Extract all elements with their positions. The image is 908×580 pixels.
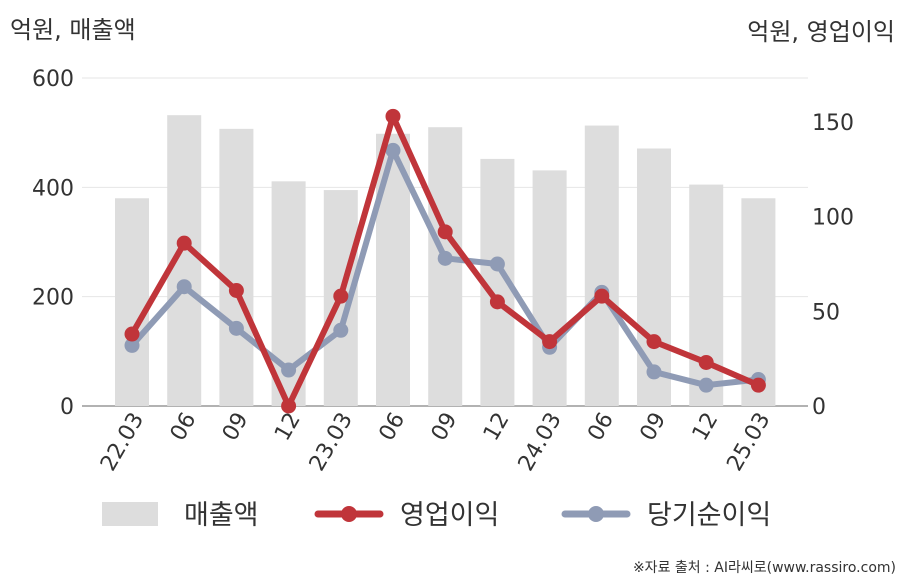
bar-6: [428, 127, 463, 406]
left-tick-1: 200: [32, 286, 74, 311]
right-axis-ticks: 0 50 100 150: [812, 111, 854, 420]
point-operating-9: [594, 288, 610, 304]
bar-0: [115, 198, 149, 406]
point-operating-3: [281, 398, 297, 414]
right-tick-0: 0: [812, 395, 826, 420]
point-operating-8: [542, 334, 558, 350]
point-operating-1: [176, 235, 192, 251]
x-tick-3: 12: [270, 409, 306, 446]
point-net-7: [489, 256, 505, 272]
point-operating-6: [437, 224, 453, 240]
lines: [124, 108, 766, 414]
x-tick-8: 24.03: [514, 409, 567, 476]
x-tick-1: 06: [166, 409, 202, 446]
point-operating-5: [385, 108, 401, 124]
x-tick-2: 09: [218, 409, 254, 446]
point-net-11: [698, 377, 714, 393]
point-operating-4: [333, 288, 349, 304]
bar-2: [219, 128, 254, 406]
x-tick-11: 12: [688, 409, 724, 446]
x-tick-10: 09: [636, 409, 672, 446]
left-axis-ticks: 0 200 400 600: [32, 67, 74, 420]
point-net-0: [124, 337, 140, 353]
left-tick-0: 0: [60, 395, 74, 420]
legend-label-sales: 매출액: [184, 500, 259, 531]
x-tick-4: 23.03: [305, 409, 358, 476]
left-axis-label: 억원, 매출액: [10, 16, 136, 44]
point-net-6: [437, 250, 453, 266]
right-tick-1: 50: [812, 300, 840, 325]
x-tick-9: 06: [583, 409, 619, 446]
point-net-10: [646, 364, 662, 380]
x-axis-ticks: 22.03 06 09 12 23.03 06 09 12 24.03 06 09 12 25.03: [96, 409, 776, 476]
legend-swatch-sales: [102, 502, 158, 526]
left-tick-3: 600: [32, 67, 74, 92]
source-note: ※자료 출처 : AI라씨로(www.rassiro.com): [633, 560, 896, 576]
bar-9: [584, 125, 619, 406]
x-tick-5: 06: [375, 409, 411, 446]
point-operating-7: [489, 294, 505, 310]
point-net-1: [176, 279, 192, 295]
x-tick-0: 22.03: [96, 409, 149, 476]
legend-marker-operating: [341, 506, 357, 522]
point-operating-12: [750, 377, 766, 393]
legend-label-net: 당기순이익: [647, 500, 771, 531]
legend: 매출액 영업이익 당기순이익: [102, 500, 771, 531]
point-net-2: [228, 320, 244, 336]
right-tick-2: 100: [812, 206, 854, 231]
bar-10: [637, 148, 671, 406]
point-net-3: [281, 362, 297, 378]
point-operating-10: [646, 334, 662, 350]
point-net-4: [333, 322, 349, 338]
point-operating-0: [124, 326, 140, 342]
legend-label-operating: 영업이익: [400, 500, 499, 531]
x-tick-6: 09: [427, 409, 463, 446]
x-tick-12: 25.03: [722, 409, 775, 476]
right-tick-3: 150: [812, 111, 854, 136]
point-operating-11: [698, 354, 714, 370]
bar-11: [689, 184, 724, 406]
bar-12: [741, 198, 776, 406]
x-tick-7: 12: [479, 409, 515, 446]
legend-marker-net: [588, 506, 604, 522]
bar-8: [532, 170, 567, 406]
left-tick-2: 400: [32, 176, 74, 201]
right-axis-label: 억원, 영업이익: [747, 18, 895, 46]
point-operating-2: [228, 283, 244, 299]
point-net-5: [385, 142, 401, 158]
